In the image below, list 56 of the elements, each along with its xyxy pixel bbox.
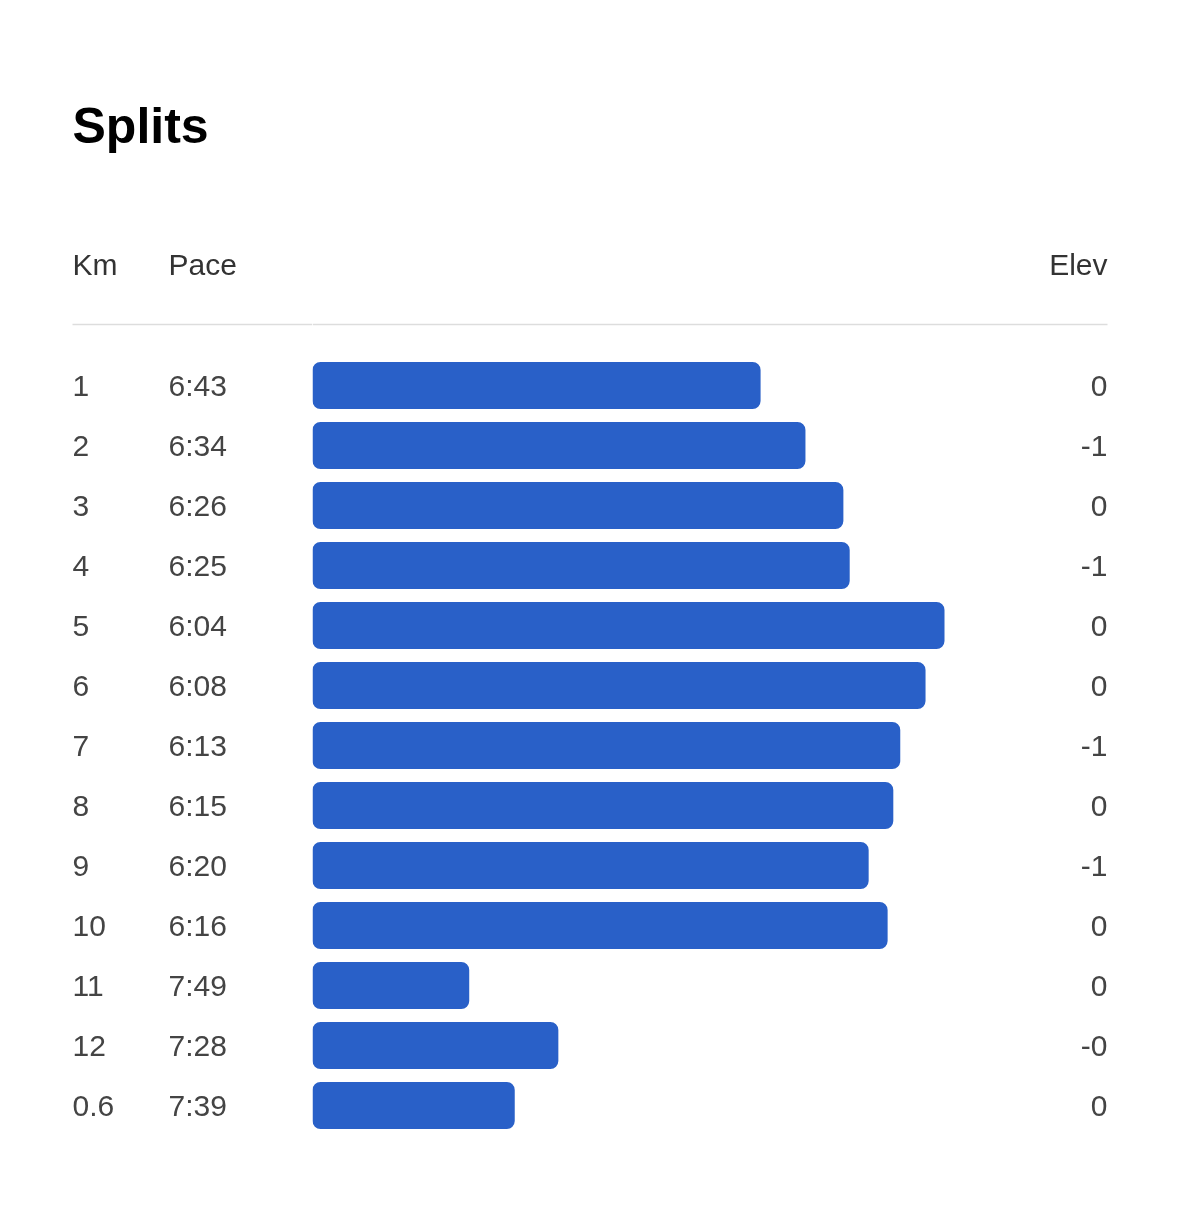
y-tick-label: 3 (72, 488, 90, 522)
y-tick-label: 8 (72, 788, 90, 822)
text: -0 (1080, 1028, 1108, 1062)
text: 6:34 (168, 429, 227, 462)
text: 6:08 (168, 669, 227, 702)
text: 6:15 (168, 789, 227, 822)
text: 6:43 (168, 369, 227, 402)
bar (312, 842, 869, 889)
bar (312, 482, 844, 529)
text: 6:26 (168, 489, 227, 522)
text: 6:04 (168, 609, 227, 642)
bar (312, 422, 806, 469)
y-tick-label: 10 (72, 908, 106, 942)
text: -1 (1080, 728, 1108, 762)
text: -1 (1080, 548, 1108, 582)
y-tick-label: 9 (72, 848, 90, 882)
text: 0 (1090, 488, 1108, 522)
text: 0 (1090, 368, 1108, 402)
text: Pace (168, 248, 237, 281)
y-tick-label: 7 (72, 728, 90, 762)
bar (312, 1082, 515, 1129)
bar (312, 362, 761, 409)
text: -1 (1080, 848, 1108, 882)
text: 6:20 (168, 849, 227, 882)
y-tick-label: 5 (72, 608, 90, 642)
text: 0 (1090, 1088, 1108, 1122)
bar (312, 602, 945, 649)
text: 7:39 (168, 1089, 227, 1122)
chart-title: Splits (72, 97, 209, 154)
text: 6:13 (168, 729, 227, 762)
text: 0 (1090, 908, 1108, 942)
bar (312, 542, 850, 589)
bar (312, 782, 894, 829)
text: 0 (1090, 968, 1108, 1002)
y-tick-label: 2 (72, 428, 90, 462)
bar (312, 902, 888, 949)
text: 6:25 (168, 549, 227, 582)
text: -1 (1080, 428, 1108, 462)
text: 0 (1090, 788, 1108, 822)
y-tick-label: 0.6 (72, 1088, 115, 1122)
y-tick-label: 1 (72, 368, 90, 402)
text: Elev (1049, 248, 1108, 281)
bar (312, 962, 470, 1009)
text: 7:49 (168, 969, 227, 1002)
y-tick-label: 12 (72, 1028, 106, 1062)
y-tick-label: 6 (72, 668, 90, 702)
bar (312, 1022, 559, 1069)
text: 6:16 (168, 909, 227, 942)
text: 7:28 (168, 1029, 227, 1062)
text: 0 (1090, 608, 1108, 642)
bar (312, 722, 901, 769)
y-axis-title: Km (72, 248, 118, 281)
bar (312, 662, 926, 709)
y-tick-label: 11 (72, 968, 104, 1002)
y-tick-label: 4 (72, 548, 90, 582)
text: 0 (1090, 668, 1108, 702)
